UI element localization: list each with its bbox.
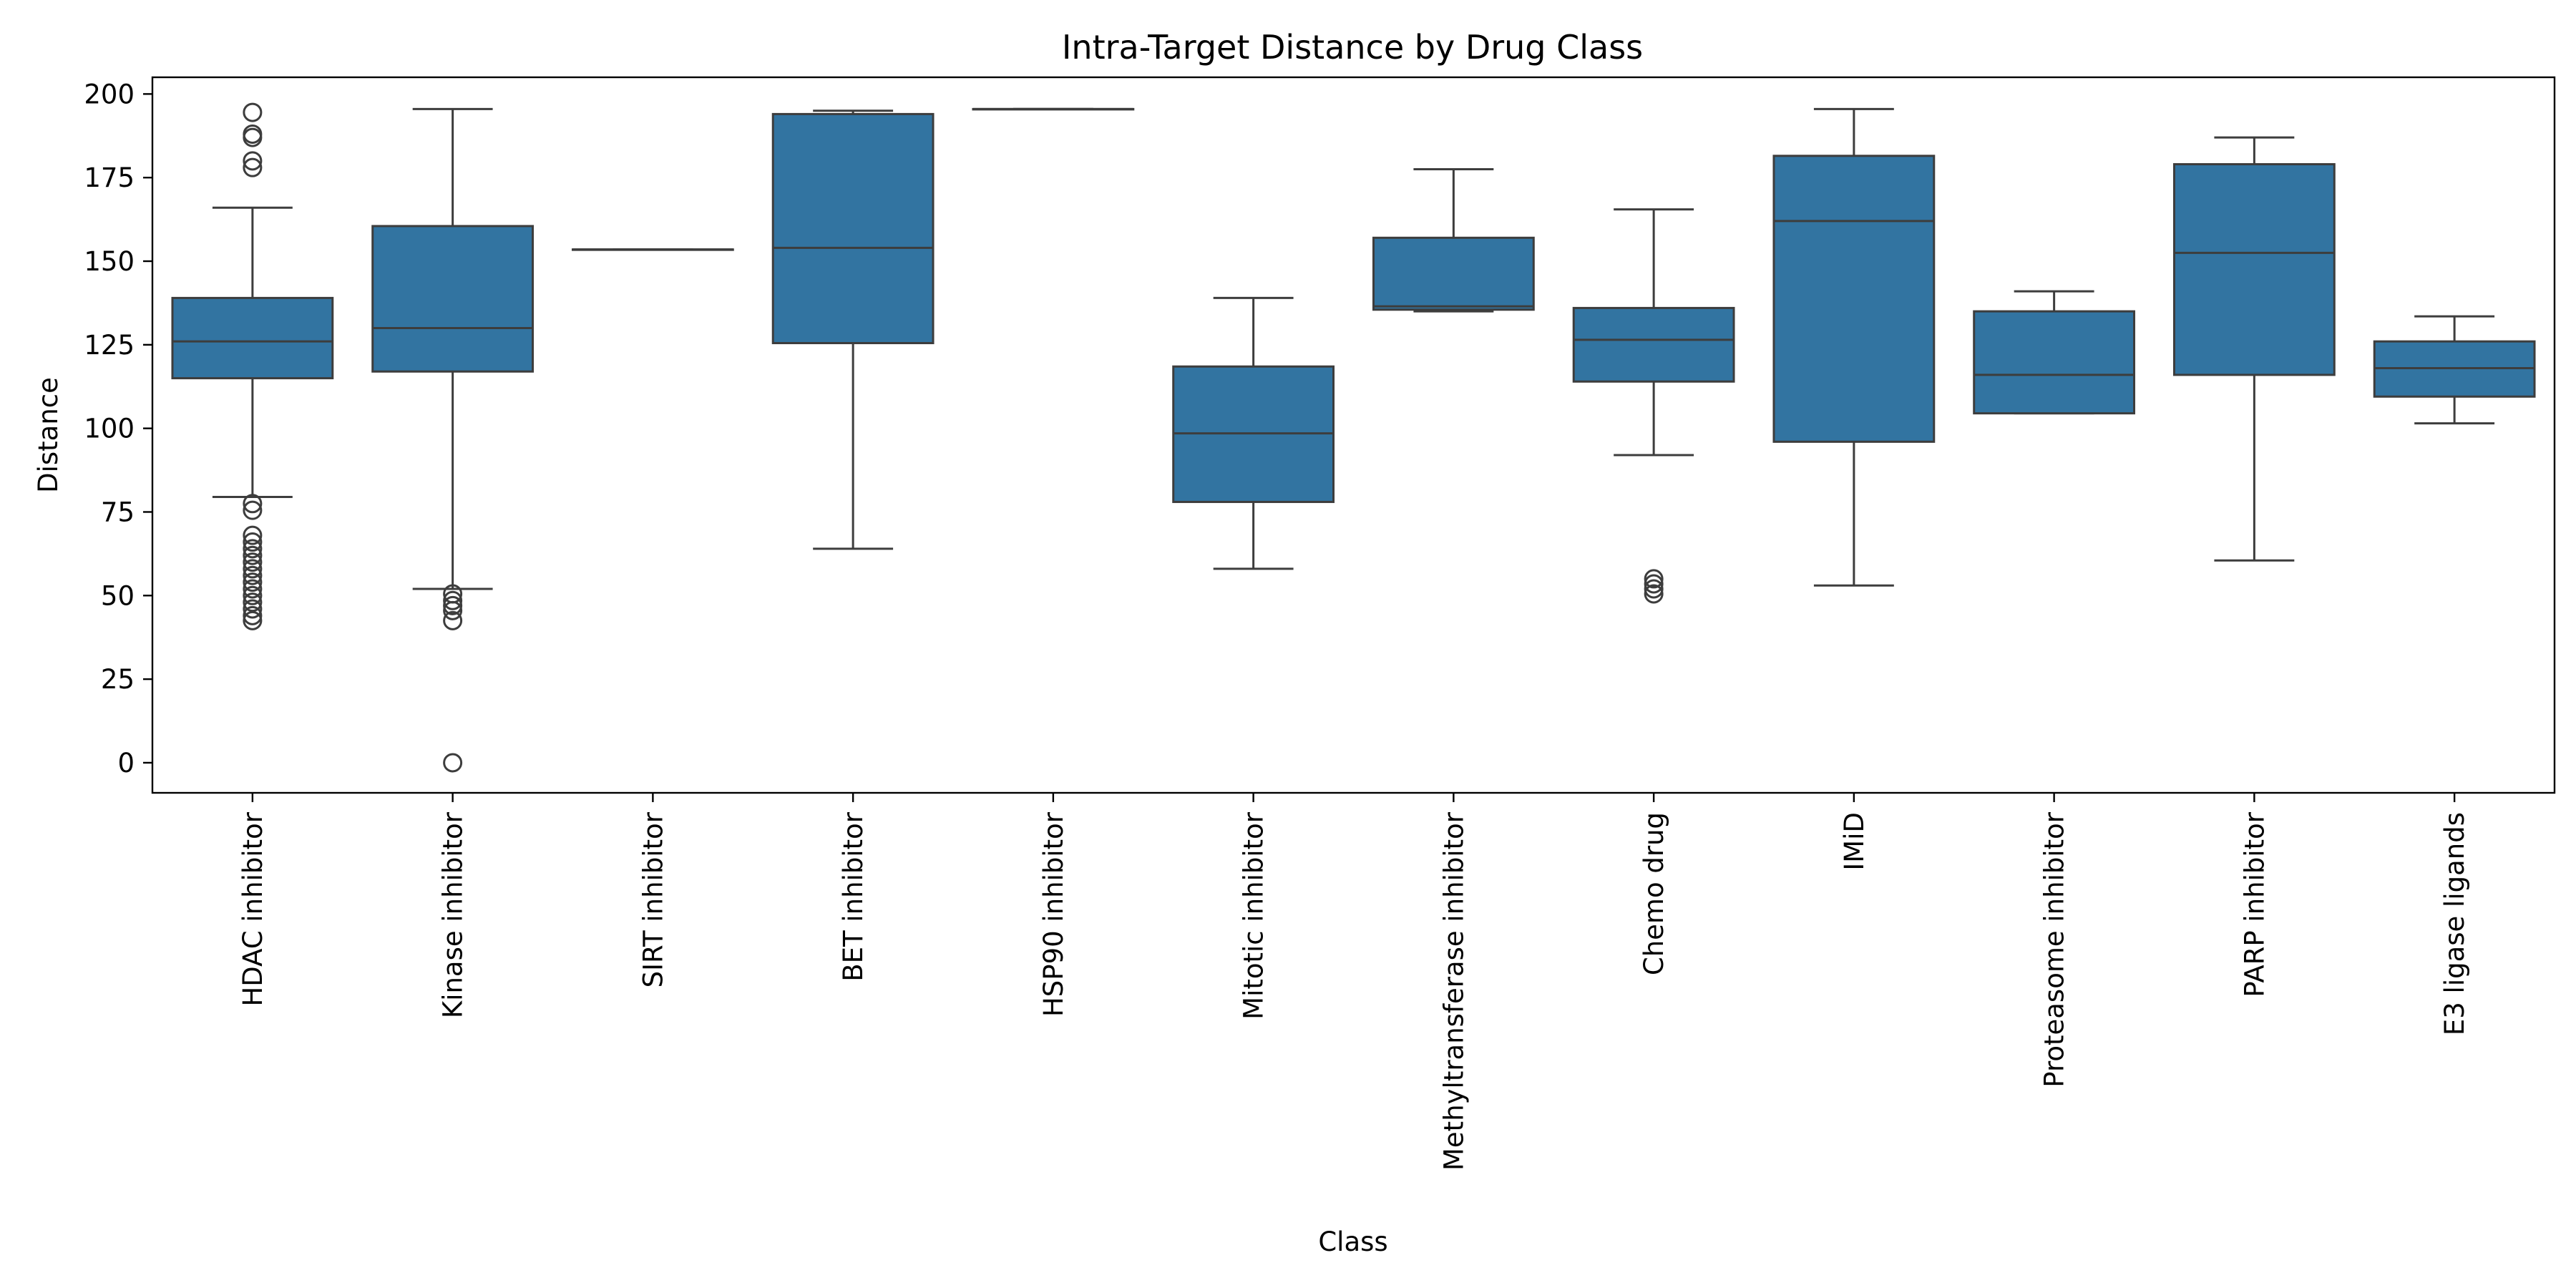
box-group-4 [771,109,935,550]
box-group-12 [2373,315,2536,425]
outlier-point [243,539,263,559]
outlier-point [243,500,263,520]
chart-title: Intra-Target Distance by Drug Class [1062,28,1643,67]
outlier-point [243,605,263,625]
box-iqr [771,112,935,344]
box-iqr [171,296,334,380]
outlier-point [1644,574,1664,594]
outlier-point [243,532,263,552]
x-tick-label: Chemo drug [1639,812,1669,975]
box-group-8 [1572,208,1735,604]
box-iqr [371,225,535,373]
outlier-point [443,584,463,604]
box-iqr [1372,236,1535,311]
box-group-1 [171,102,334,630]
box-group-11 [2172,136,2336,562]
x-tick-label: PARP inhibitor [2239,811,2270,997]
outlier-point [1644,584,1664,604]
outlier-point [243,559,263,579]
outlier-point [443,595,463,615]
box-group-9 [1772,107,1936,587]
outlier-point [243,494,263,514]
x-axis-label: Class [1318,1226,1387,1257]
outlier-point [443,753,463,773]
outlier-point [243,124,263,144]
box-iqr [1772,155,1936,443]
y-tick-label-25: 25 [101,664,135,695]
box-group-10 [1973,290,2136,415]
outlier-point [243,579,263,599]
y-axis-label: Distance [33,377,64,493]
y-tick-label-200: 200 [84,79,135,109]
x-tick-label: Methyltransferase inhibitor [1438,811,1469,1171]
box-iqr [1973,310,2136,415]
x-tick-label: Kinase inhibitor [438,811,469,1018]
outlier-point [243,151,263,171]
y-tick-label-175: 175 [84,162,135,193]
y-tick-label-150: 150 [84,246,135,277]
outlier-point [243,102,263,122]
box-group-6 [1172,296,1335,570]
box-iqr [2172,162,2336,376]
y-tick-label-0: 0 [117,748,135,779]
outlier-point [243,599,263,619]
box-iqr [1572,306,1735,383]
outlier-point [1644,579,1664,599]
outlier-point [243,572,263,592]
outlier-point [243,157,263,177]
box-group-2 [371,107,535,773]
outlier-point [443,610,463,630]
y-tick-label-50: 50 [101,580,135,611]
x-tick-label: BET inhibitor [838,811,869,981]
outlier-point [243,565,263,585]
x-tick-label: HDAC inhibitor [238,811,268,1006]
outlier-point [243,610,263,630]
box-group-7 [1372,168,1535,313]
outlier-point [243,585,263,605]
plot-frame [151,76,2556,794]
x-tick-label: Proteasome inhibitor [2039,811,2070,1087]
outlier-point [443,590,463,610]
y-tick-label-100: 100 [84,414,135,444]
outlier-point [243,592,263,613]
y-tick-label-75: 75 [101,497,135,527]
x-tick-label: Mitotic inhibitor [1239,811,1269,1020]
outlier-point [243,525,263,545]
plot-area [171,102,2536,773]
x-tick-label: IMiD [1839,812,1870,871]
outlier-point [243,552,263,572]
outlier-point [1644,569,1664,589]
x-tick-label: HSP90 inhibitor [1038,811,1069,1017]
x-tick-label: SIRT inhibitor [638,811,668,987]
x-tick-label: E3 ligase ligands [2439,812,2470,1035]
y-tick-label-125: 125 [84,330,135,361]
outlier-point [243,545,263,565]
